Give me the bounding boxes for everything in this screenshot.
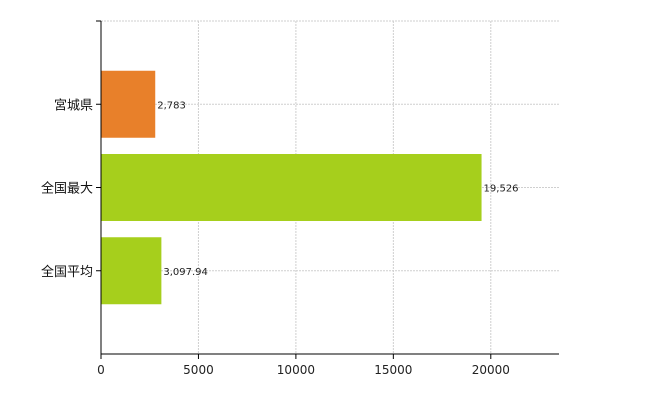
x-tick-label: 15000 bbox=[374, 363, 412, 377]
x-tick-label: 20000 bbox=[472, 363, 510, 377]
bar-1 bbox=[101, 70, 156, 138]
bar-3 bbox=[101, 237, 162, 305]
data-label: 3,097.94 bbox=[163, 267, 208, 278]
bar-2 bbox=[101, 154, 482, 221]
x-tick-label: 10000 bbox=[277, 363, 315, 377]
x-tick-label: 5000 bbox=[183, 363, 214, 377]
category-label: 全国平均 bbox=[41, 264, 93, 280]
category-label: 宮城県 bbox=[54, 97, 93, 113]
labels: 宮城県 2,783 全国最大 19,526 全国平均 3,097.94 0 5000 10000… bbox=[41, 97, 519, 377]
axes bbox=[96, 20, 559, 359]
category-label: 全国最大 bbox=[41, 181, 93, 197]
bars bbox=[101, 70, 482, 305]
data-label: 2,783 bbox=[157, 100, 186, 111]
data-label: 19,526 bbox=[484, 184, 519, 195]
x-tick-label: 0 bbox=[97, 363, 105, 377]
